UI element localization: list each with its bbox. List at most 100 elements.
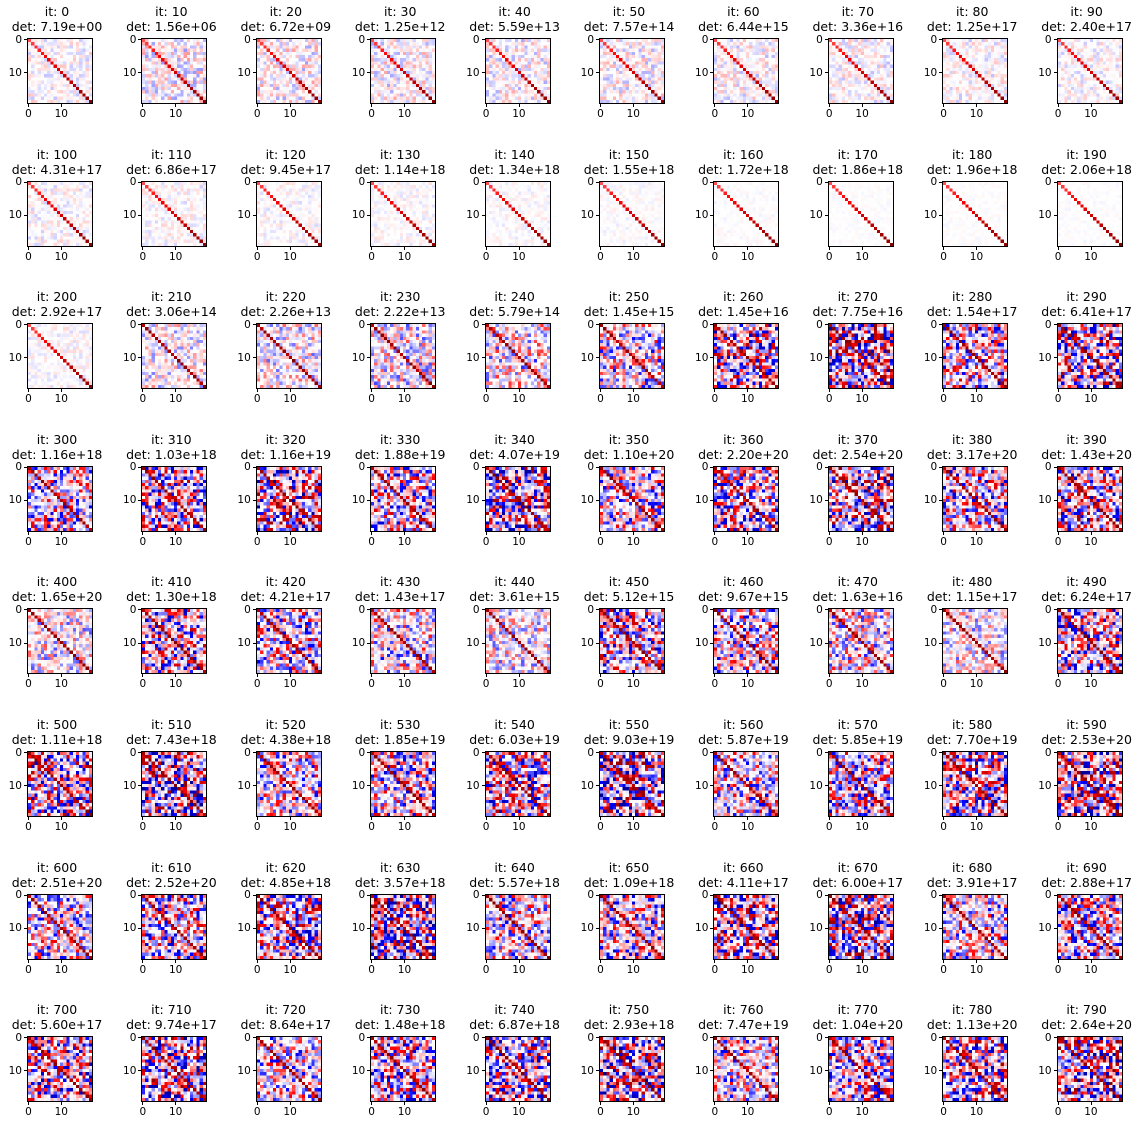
heatmap-cell <box>971 83 976 88</box>
heatmap-cell <box>431 80 436 84</box>
heatmap-cell <box>28 74 32 78</box>
heatmap-cell <box>177 64 181 68</box>
heatmap-cell <box>282 51 286 56</box>
heatmap-cell <box>396 48 401 52</box>
heatmap-cell <box>190 83 194 88</box>
heatmap-cell <box>997 80 1001 84</box>
heatmap-cell <box>867 83 871 88</box>
x-tick-label: 10 <box>1084 108 1097 120</box>
heatmap-cell <box>272 99 277 103</box>
heatmap-cell <box>1118 83 1122 88</box>
heatmap-cell <box>530 55 534 59</box>
heatmap-cell <box>1063 45 1068 49</box>
heatmap-cell <box>870 71 874 75</box>
heatmap-cell <box>187 200 191 205</box>
heatmap-cell <box>28 39 32 43</box>
heatmap-cell <box>301 48 305 52</box>
heatmap-cell <box>295 45 299 49</box>
heatmap-cell <box>886 96 890 100</box>
heatmap-cell <box>266 93 270 97</box>
heatmap-cell <box>371 83 375 88</box>
heatmap-cell <box>628 71 633 75</box>
heatmap-cell <box>606 51 610 56</box>
heatmap-cell <box>527 48 531 52</box>
heatmap-cell <box>56 55 61 59</box>
heatmap-cell <box>971 39 976 43</box>
heatmap-cell <box>314 48 318 52</box>
heatmap-cell <box>82 51 86 56</box>
heatmap-cell <box>851 55 855 59</box>
heatmap-cell <box>854 87 858 91</box>
heatmap-cell <box>1115 96 1119 100</box>
heatmap-cell <box>187 219 191 224</box>
heatmap-cell <box>1057 45 1061 49</box>
heatmap-cell <box>517 99 521 103</box>
heatmap-cell <box>40 213 45 217</box>
heatmap-cell <box>158 67 162 72</box>
heatmap-cell <box>654 58 658 62</box>
heatmap-cell <box>507 55 512 59</box>
heatmap-cell <box>72 61 77 65</box>
heatmap-cell <box>419 55 423 59</box>
heatmap-cell <box>177 181 181 185</box>
heatmap-cell <box>66 87 70 91</box>
heatmap-cell <box>79 77 83 81</box>
heatmap-cell <box>158 93 162 97</box>
heatmap-cell <box>167 71 172 75</box>
heatmap-cell <box>142 207 146 211</box>
heatmap-cell <box>844 67 849 72</box>
heatmap-cell <box>403 80 407 84</box>
heatmap-cell <box>187 242 191 246</box>
heatmap-cell <box>279 48 283 52</box>
heatmap-cell <box>730 67 734 72</box>
x-tick-mark <box>828 104 830 107</box>
heatmap-cell <box>606 64 610 68</box>
heatmap-cell <box>739 58 744 62</box>
heatmap-cell <box>272 61 277 65</box>
heatmap-cell <box>749 61 753 65</box>
heatmap-cell <box>768 67 773 72</box>
heatmap-cell <box>632 80 636 84</box>
heatmap-cell <box>965 71 969 75</box>
heatmap-cell <box>495 42 499 46</box>
heatmap-cell <box>514 61 518 65</box>
heatmap-cell <box>1095 74 1100 78</box>
heatmap-cell <box>847 74 852 78</box>
heatmap-cell <box>406 67 410 72</box>
heatmap-cell <box>1095 58 1100 62</box>
heatmap-cell <box>660 55 664 59</box>
heatmap-cell <box>768 71 773 75</box>
heatmap-cell <box>635 58 639 62</box>
heatmap-cell <box>768 64 773 68</box>
heatmap-cell <box>507 61 512 65</box>
heatmap-cell <box>736 74 741 78</box>
heatmap-cell <box>272 96 277 100</box>
heatmap-cell <box>870 74 874 78</box>
heatmap-cell <box>272 83 277 88</box>
heatmap-cell <box>491 80 496 84</box>
heatmap-cell <box>193 216 197 221</box>
heatmap-cell <box>723 42 728 46</box>
heatmap-cell <box>76 187 80 192</box>
heatmap-cell <box>520 42 525 46</box>
heatmap-cell <box>158 99 162 103</box>
heatmap-cell <box>314 71 318 75</box>
heatmap-cell <box>606 39 610 43</box>
heatmap-cell <box>196 207 201 211</box>
heatmap-cell <box>527 45 531 49</box>
heatmap-cell <box>736 80 741 84</box>
heatmap-cell <box>723 80 728 84</box>
heatmap-cell <box>190 200 194 205</box>
heatmap-cell <box>199 235 204 240</box>
heatmap-cell <box>616 42 620 46</box>
heatmap-cell <box>193 226 197 230</box>
heatmap-cell <box>47 90 51 94</box>
heatmap-cell <box>498 87 502 91</box>
heatmap-cell <box>1057 71 1061 75</box>
heatmap-cell <box>272 45 277 49</box>
heatmap-cell <box>428 80 433 84</box>
heatmap-cell <box>609 93 613 97</box>
heatmap-cell <box>539 61 544 65</box>
heatmap-cell <box>403 55 407 59</box>
heatmap-cell <box>171 96 175 100</box>
